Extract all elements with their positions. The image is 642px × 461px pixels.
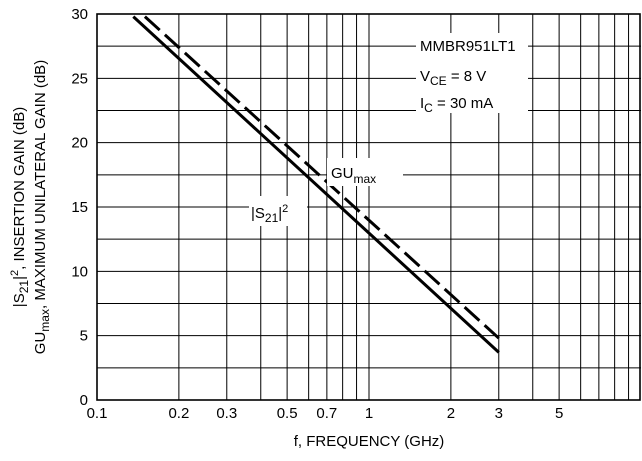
x-tick-label: 5 xyxy=(555,405,563,422)
y-tick-labels: 0 5 10 15 20 25 30 xyxy=(71,6,88,409)
svg-text:|S21|2: |S21|2 xyxy=(251,203,288,225)
grid-lines xyxy=(97,14,641,400)
y-tick-label: 20 xyxy=(71,135,88,152)
x-tick-label: 0.5 xyxy=(277,405,298,422)
y-tick-label: 10 xyxy=(71,263,88,280)
s21-series-line xyxy=(132,15,500,354)
annotation-background xyxy=(416,33,528,113)
x-tick-label: 0.3 xyxy=(216,405,237,422)
s21-series-label: |S21|2 xyxy=(249,196,307,226)
x-tick-label: 1 xyxy=(365,405,373,422)
x-tick-label: 2 xyxy=(447,405,455,422)
y-tick-label: 15 xyxy=(71,199,88,216)
y-axis-label-line2: GUmax, MAXIMUM UNILATERAL GAIN (dB) xyxy=(32,60,52,354)
y-axis-label-line1: |S21|2, INSERTION GAIN (dB) xyxy=(9,107,31,307)
x-tick-label: 0.1 xyxy=(87,405,108,422)
y-tick-label: 30 xyxy=(71,6,88,23)
y-tick-label: 25 xyxy=(71,70,88,87)
annotation-group: MMBR951LT1 VCE = 8 V IC = 30 mA xyxy=(416,33,528,115)
gumax-series-label: GUmax xyxy=(327,158,403,186)
y-tick-label: 5 xyxy=(80,328,88,345)
svg-text:GUmax: GUmax xyxy=(331,165,376,186)
ic-annotation: IC = 30 mA xyxy=(420,95,493,115)
plot-frame xyxy=(96,13,641,401)
device-annotation: MMBR951LT1 xyxy=(420,38,516,55)
x-tick-label: 3 xyxy=(495,405,503,422)
x-tick-labels: 0.1 0.2 0.3 0.5 0.7 1 2 3 5 xyxy=(87,405,564,422)
x-axis-label: f, FREQUENCY (GHz) xyxy=(294,433,445,450)
y-tick-label: 0 xyxy=(80,392,88,409)
series-lines xyxy=(132,15,500,354)
x-tick-label: 0.7 xyxy=(316,405,337,422)
vce-annotation: VCE = 8 V xyxy=(420,68,486,88)
x-tick-label: 0.2 xyxy=(168,405,189,422)
